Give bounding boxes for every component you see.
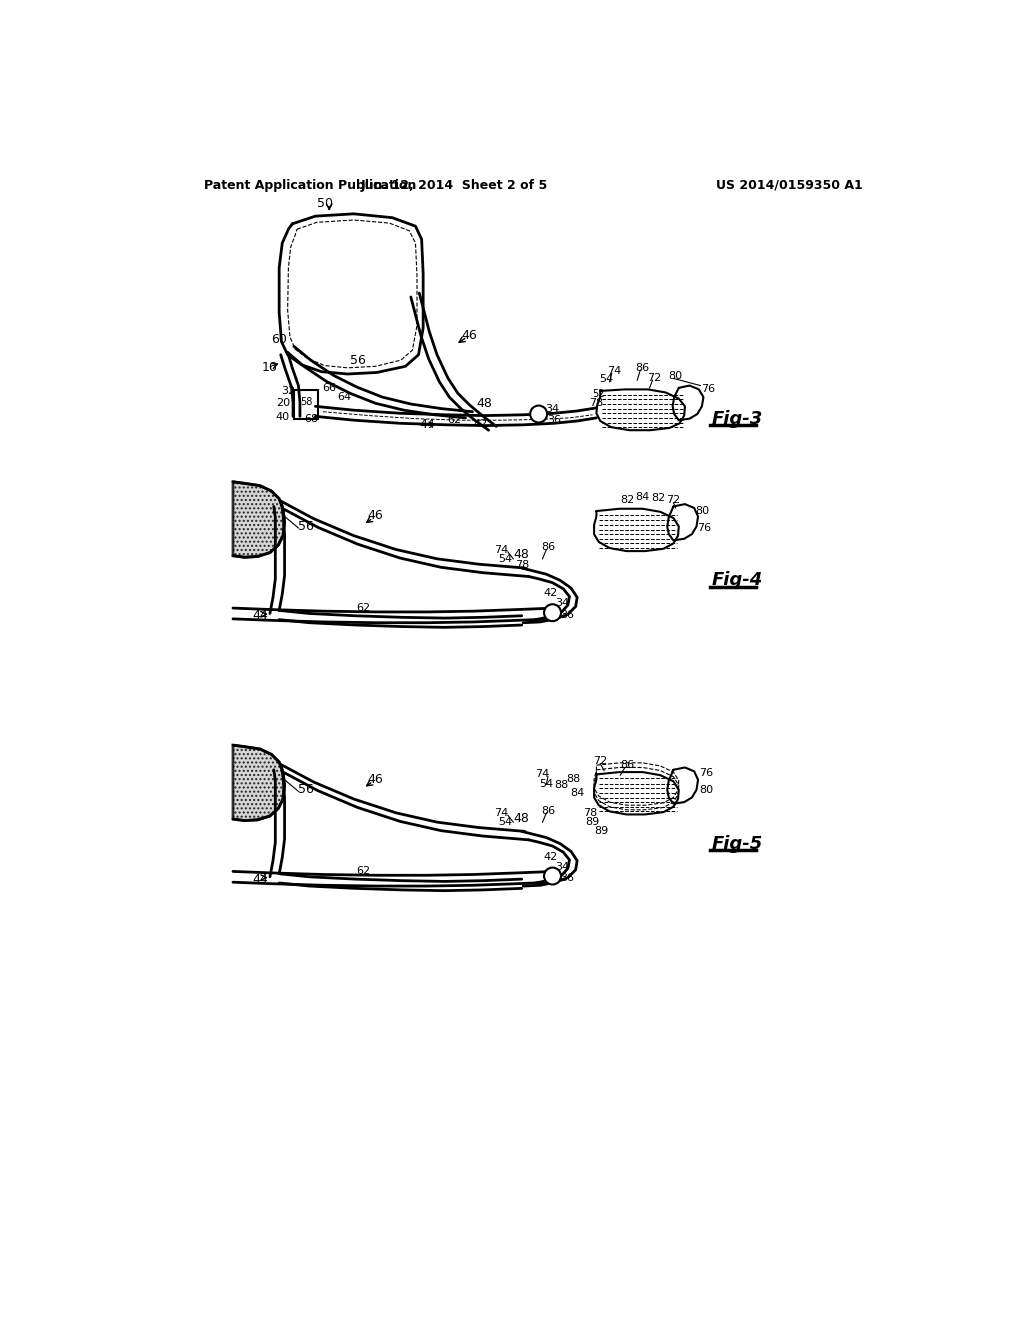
Text: 88: 88 bbox=[555, 780, 569, 791]
Text: 44: 44 bbox=[252, 610, 268, 622]
Text: 46: 46 bbox=[368, 510, 383, 523]
Text: 80: 80 bbox=[695, 506, 709, 516]
Text: 20: 20 bbox=[275, 399, 290, 408]
Text: 36: 36 bbox=[547, 416, 561, 425]
Text: 44: 44 bbox=[419, 418, 435, 432]
Text: 78: 78 bbox=[589, 399, 603, 408]
Text: 42: 42 bbox=[543, 589, 557, 598]
Text: 48: 48 bbox=[477, 397, 493, 409]
Text: Fig-3: Fig-3 bbox=[712, 409, 763, 428]
Text: 62: 62 bbox=[356, 603, 370, 612]
Text: 34: 34 bbox=[555, 598, 568, 609]
Text: 56: 56 bbox=[350, 354, 366, 367]
Text: Fig-4: Fig-4 bbox=[712, 572, 763, 589]
Text: 62: 62 bbox=[446, 416, 461, 425]
Polygon shape bbox=[233, 744, 285, 821]
Text: 76: 76 bbox=[701, 384, 715, 395]
Polygon shape bbox=[233, 482, 285, 557]
Text: 88: 88 bbox=[566, 774, 581, 784]
Text: 74: 74 bbox=[495, 545, 509, 554]
Circle shape bbox=[544, 605, 561, 622]
Text: 48: 48 bbox=[514, 812, 529, 825]
Text: Patent Application Publication: Patent Application Publication bbox=[204, 178, 416, 191]
Text: 68: 68 bbox=[304, 413, 318, 424]
Text: 76: 76 bbox=[699, 768, 714, 777]
Text: 78: 78 bbox=[583, 808, 597, 818]
Text: 34: 34 bbox=[546, 404, 559, 413]
Text: 48: 48 bbox=[514, 548, 529, 561]
Text: 46: 46 bbox=[462, 329, 477, 342]
Text: 72: 72 bbox=[593, 756, 607, 767]
Text: 60: 60 bbox=[271, 333, 287, 346]
Text: 74: 74 bbox=[536, 770, 550, 779]
Text: 74: 74 bbox=[607, 366, 622, 376]
Text: 80: 80 bbox=[669, 371, 683, 381]
Text: 42: 42 bbox=[543, 851, 557, 862]
Text: 76: 76 bbox=[697, 523, 712, 533]
Text: 72: 72 bbox=[667, 495, 681, 506]
Text: 54: 54 bbox=[540, 779, 553, 788]
Text: 34: 34 bbox=[555, 862, 568, 871]
Circle shape bbox=[544, 867, 561, 884]
Text: 46: 46 bbox=[368, 772, 383, 785]
Text: 84: 84 bbox=[636, 492, 650, 502]
Text: 80: 80 bbox=[699, 785, 714, 795]
Text: 52: 52 bbox=[593, 389, 605, 399]
Text: 66: 66 bbox=[323, 383, 336, 393]
Text: 16: 16 bbox=[261, 362, 278, 375]
Text: 56: 56 bbox=[298, 783, 314, 796]
Text: 58: 58 bbox=[300, 397, 312, 408]
Text: 84: 84 bbox=[570, 788, 585, 797]
Text: 54: 54 bbox=[499, 817, 513, 828]
Text: 50: 50 bbox=[317, 197, 334, 210]
Text: 54: 54 bbox=[499, 554, 513, 564]
Text: US 2014/0159350 A1: US 2014/0159350 A1 bbox=[716, 178, 862, 191]
Text: Fig-5: Fig-5 bbox=[712, 834, 763, 853]
Text: 89: 89 bbox=[595, 826, 609, 837]
Text: 44: 44 bbox=[252, 873, 268, 886]
Text: 36: 36 bbox=[560, 610, 574, 620]
Text: 78: 78 bbox=[515, 560, 528, 570]
Text: 56: 56 bbox=[298, 520, 314, 533]
Text: Jun. 12, 2014  Sheet 2 of 5: Jun. 12, 2014 Sheet 2 of 5 bbox=[360, 178, 548, 191]
Text: 74: 74 bbox=[495, 808, 509, 818]
Circle shape bbox=[530, 405, 547, 422]
Text: 86: 86 bbox=[636, 363, 649, 372]
Text: 36: 36 bbox=[560, 874, 574, 883]
Text: 40: 40 bbox=[275, 412, 290, 422]
Text: 86: 86 bbox=[621, 760, 634, 770]
FancyBboxPatch shape bbox=[294, 391, 318, 420]
Text: 54: 54 bbox=[599, 374, 613, 384]
Text: 86: 86 bbox=[541, 805, 555, 816]
Text: 86: 86 bbox=[541, 543, 555, 552]
Text: 82: 82 bbox=[651, 492, 666, 503]
Text: 32: 32 bbox=[282, 385, 296, 396]
Text: 72: 72 bbox=[647, 372, 662, 383]
Text: 64: 64 bbox=[338, 392, 351, 403]
Text: 62: 62 bbox=[356, 866, 370, 876]
Text: 42: 42 bbox=[474, 418, 488, 429]
Text: 89: 89 bbox=[586, 817, 600, 828]
Text: 82: 82 bbox=[621, 495, 634, 506]
